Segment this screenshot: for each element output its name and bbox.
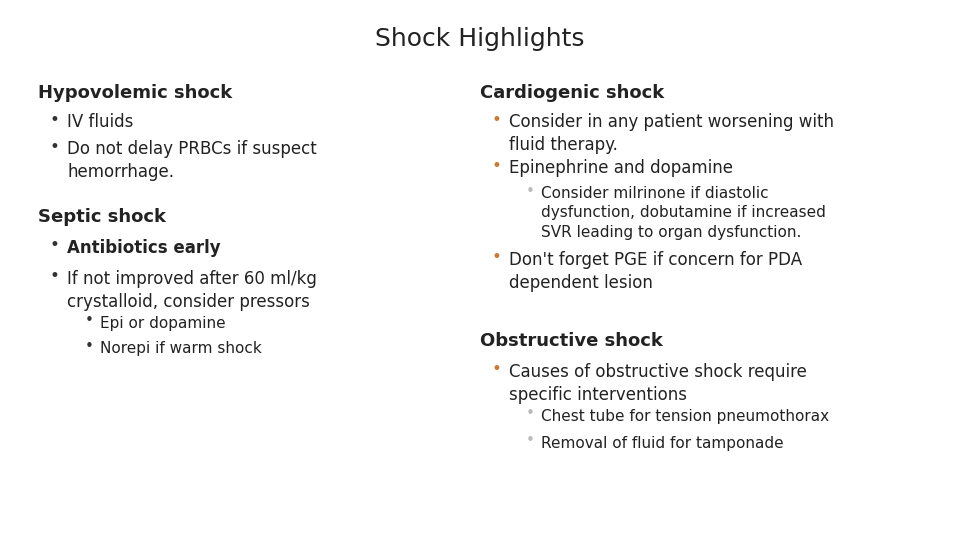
Text: Consider milrinone if diastolic
dysfunction, dobutamine if increased
SVR leading: Consider milrinone if diastolic dysfunct… — [541, 186, 827, 240]
Text: Removal of fluid for tamponade: Removal of fluid for tamponade — [541, 436, 784, 451]
Text: •: • — [50, 236, 60, 254]
Text: Do not delay PRBCs if suspect
hemorrhage.: Do not delay PRBCs if suspect hemorrhage… — [67, 140, 317, 181]
Text: Don't forget PGE if concern for PDA
dependent lesion: Don't forget PGE if concern for PDA depe… — [509, 251, 802, 292]
Text: •: • — [492, 360, 501, 378]
Text: Cardiogenic shock: Cardiogenic shock — [480, 84, 664, 102]
Text: •: • — [526, 406, 535, 421]
Text: Septic shock: Septic shock — [38, 208, 166, 226]
Text: Epi or dopamine: Epi or dopamine — [100, 316, 226, 331]
Text: •: • — [526, 433, 535, 448]
Text: IV fluids: IV fluids — [67, 113, 133, 131]
Text: Epinephrine and dopamine: Epinephrine and dopamine — [509, 159, 732, 177]
Text: If not improved after 60 ml/kg
crystalloid, consider pressors: If not improved after 60 ml/kg crystallo… — [67, 270, 317, 311]
Text: •: • — [50, 111, 60, 129]
Text: Hypovolemic shock: Hypovolemic shock — [38, 84, 232, 102]
Text: Obstructive shock: Obstructive shock — [480, 332, 662, 350]
Text: •: • — [50, 267, 60, 285]
Text: •: • — [526, 184, 535, 199]
Text: •: • — [84, 339, 93, 354]
Text: •: • — [492, 248, 501, 266]
Text: •: • — [492, 157, 501, 174]
Text: Shock Highlights: Shock Highlights — [375, 27, 585, 51]
Text: •: • — [492, 111, 501, 129]
Text: Consider in any patient worsening with
fluid therapy.: Consider in any patient worsening with f… — [509, 113, 834, 154]
Text: Antibiotics early: Antibiotics early — [67, 239, 221, 256]
Text: Causes of obstructive shock require
specific interventions: Causes of obstructive shock require spec… — [509, 363, 806, 404]
Text: Chest tube for tension pneumothorax: Chest tube for tension pneumothorax — [541, 409, 829, 424]
Text: Norepi if warm shock: Norepi if warm shock — [100, 341, 261, 356]
Text: •: • — [84, 313, 93, 328]
Text: •: • — [50, 138, 60, 156]
